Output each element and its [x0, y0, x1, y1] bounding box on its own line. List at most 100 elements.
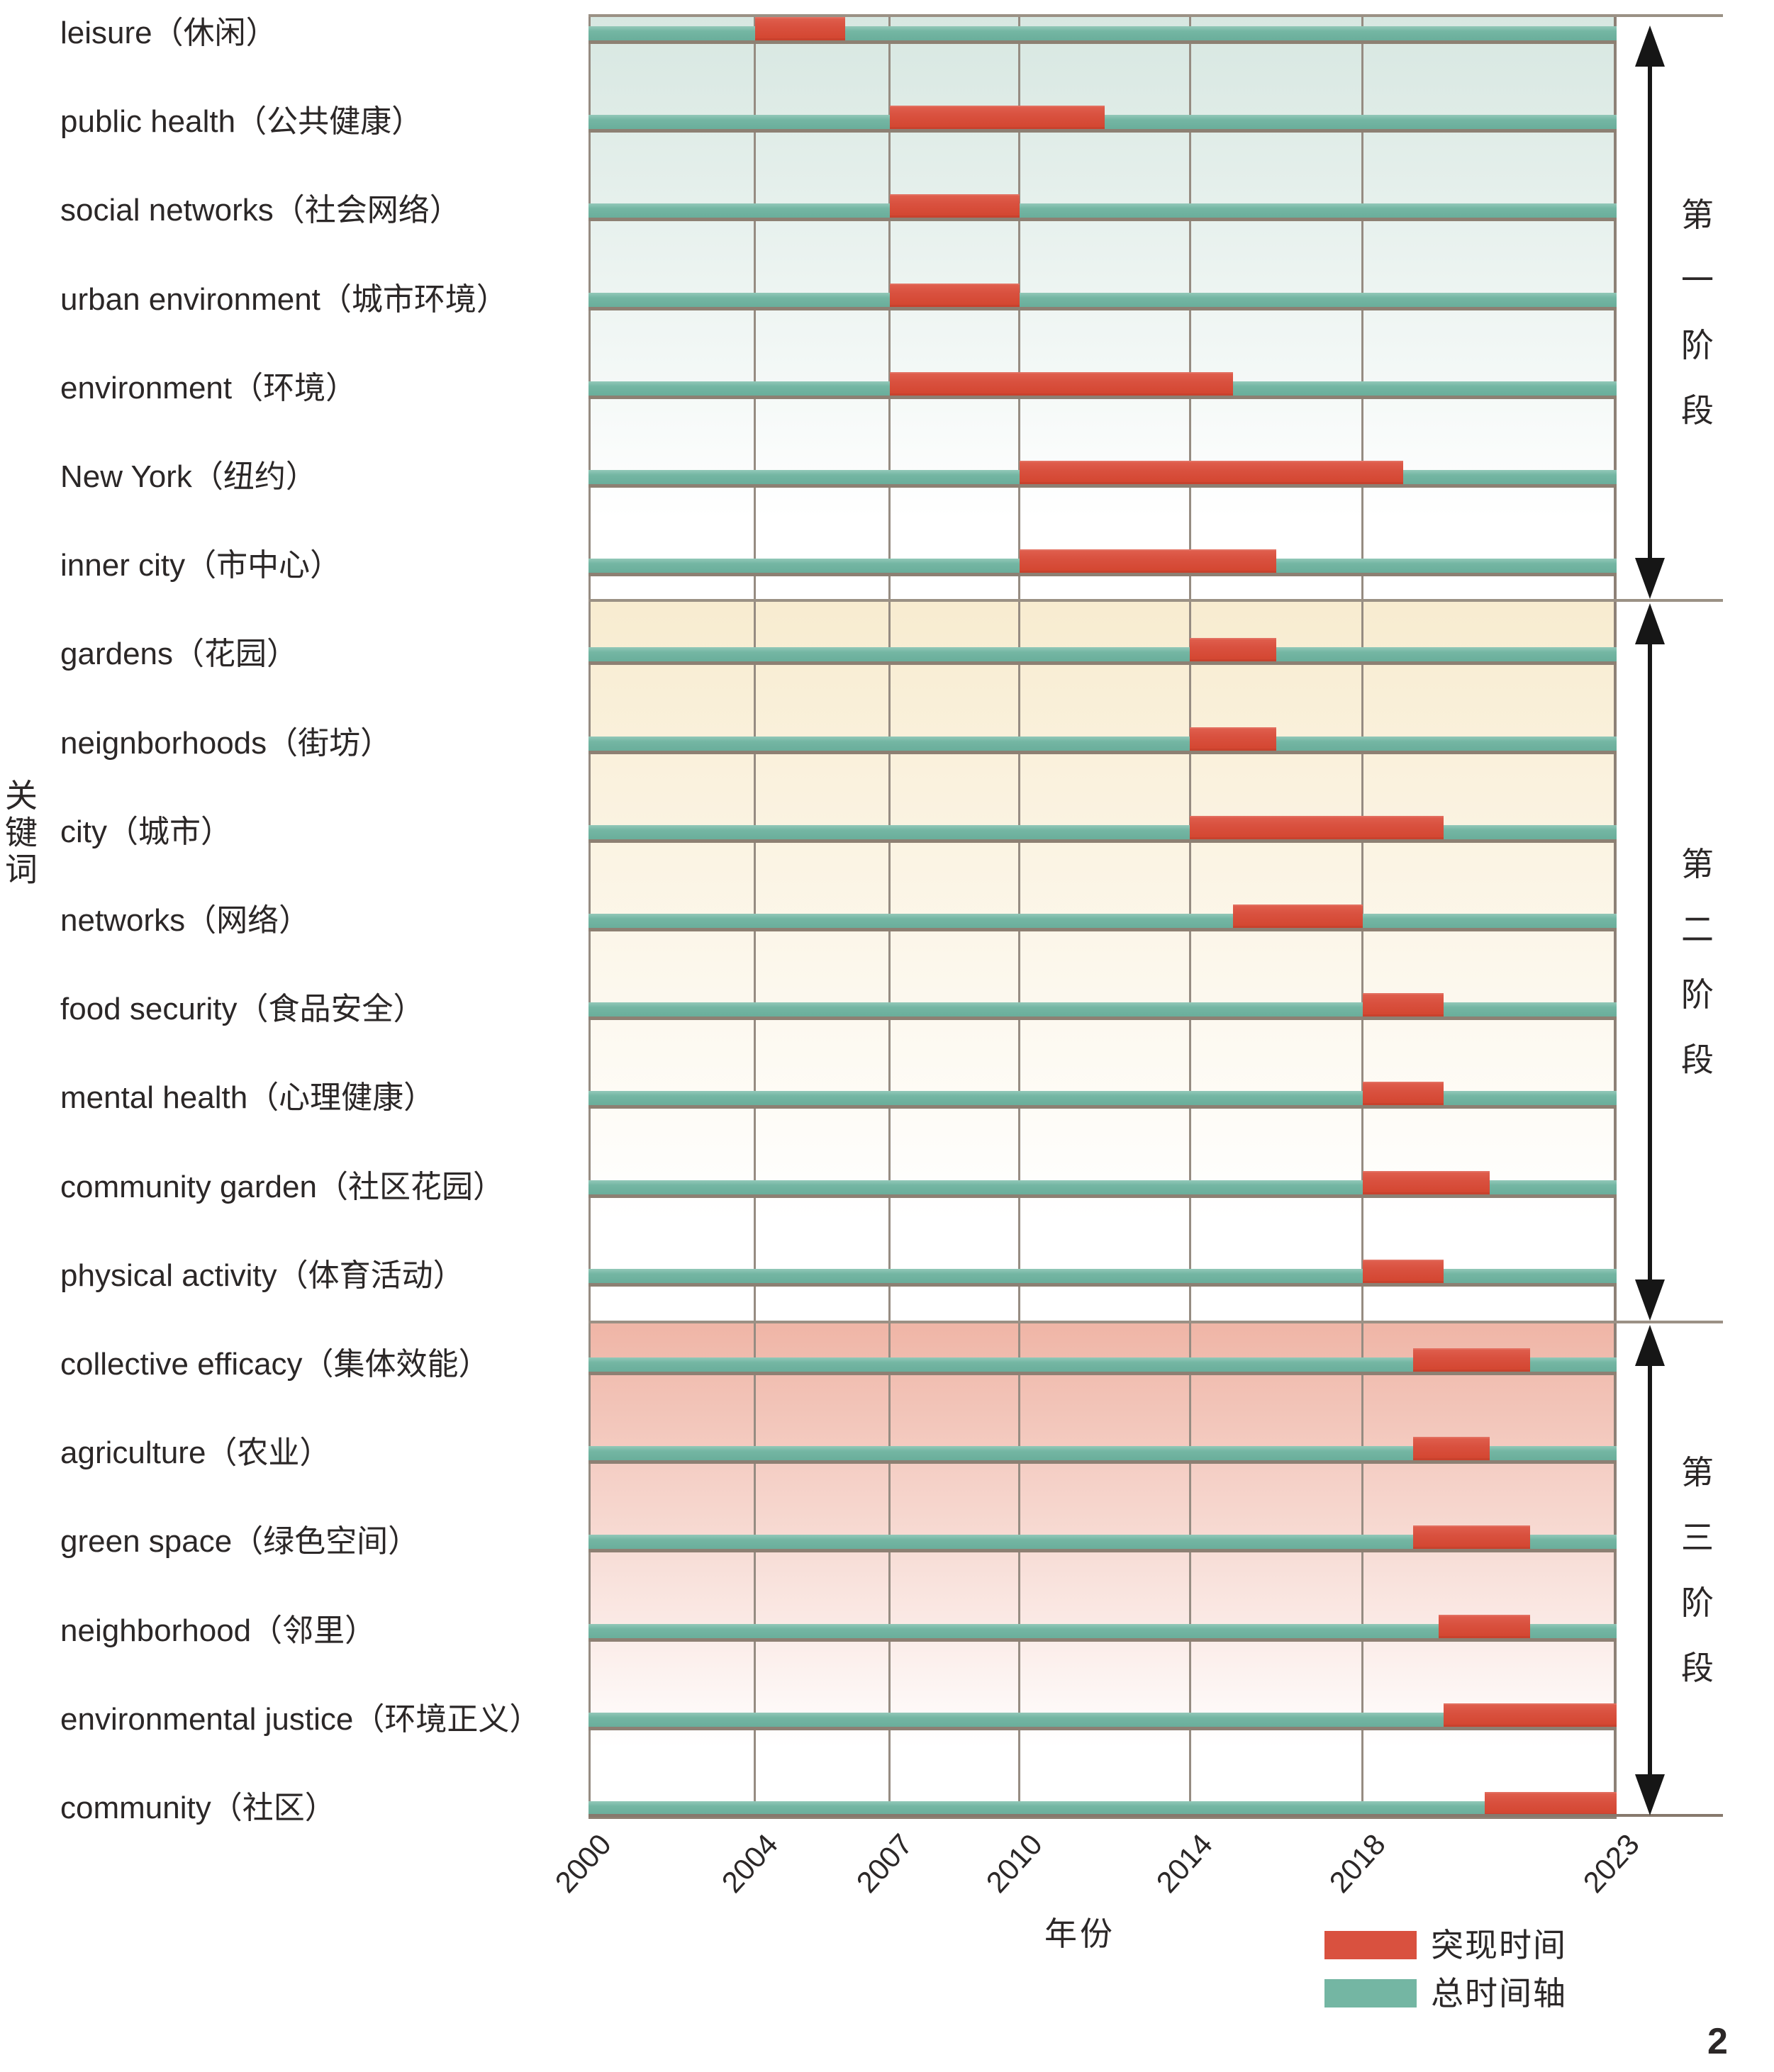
burst-timeline-plot: [588, 16, 1617, 1819]
burst-bar: [1190, 727, 1277, 751]
row-baseline: [588, 1815, 1617, 1819]
row-baseline: [588, 661, 1617, 666]
burst-bar: [1362, 1170, 1490, 1194]
row-baseline: [588, 1282, 1617, 1287]
page-number: 2: [1707, 2021, 1728, 2062]
keyword-label: collective efficacy（集体效能）: [60, 1347, 490, 1382]
burst-bar: [1439, 1614, 1531, 1638]
row-baseline: [588, 484, 1617, 488]
burst-bar: [1019, 549, 1277, 573]
timeline-bar: [588, 1801, 1617, 1815]
row-baseline: [588, 1194, 1617, 1198]
row-baseline: [588, 129, 1617, 133]
keyword-label: agriculture（农业）: [60, 1435, 331, 1471]
timeline-bar: [588, 1446, 1617, 1461]
keyword-label: community garden（社区花园）: [60, 1169, 504, 1204]
burst-bar: [1019, 461, 1404, 484]
phase-band-2: [588, 600, 1617, 1322]
burst-bar: [1190, 815, 1444, 839]
burst-bar: [889, 283, 1020, 307]
timeline-bar: [588, 1002, 1617, 1017]
keyword-label: city（城市）: [60, 814, 232, 849]
row-baseline: [588, 1549, 1617, 1553]
burst-bar: [1484, 1792, 1617, 1815]
timeline-bar: [588, 1357, 1617, 1372]
keyword-label: physical activity（体育活动）: [60, 1258, 464, 1293]
burst-bar: [889, 106, 1105, 130]
phase-label-1: 第 一 阶 段: [1681, 196, 1714, 429]
keyword-label: networks（网络）: [60, 903, 311, 938]
burst-bar: [754, 17, 845, 40]
legend-burst-swatch: [1324, 1931, 1417, 1959]
phase-arrow-up-head-1: [1635, 26, 1665, 67]
keyword-label: green space（绿色空间）: [60, 1524, 420, 1559]
x-tick-label-2018: 2018: [1322, 1827, 1392, 1899]
phase-arrow-line-3: [1648, 1356, 1652, 1784]
phase-arrow-up-head-2: [1635, 603, 1665, 644]
x-tick-label-2014: 2014: [1149, 1827, 1220, 1899]
keyword-label: mental health（心理健康）: [60, 1080, 435, 1116]
burst-bar: [889, 371, 1234, 396]
phase-arrow-up-head-3: [1635, 1325, 1665, 1366]
keyword-label: inner city（市中心）: [60, 548, 342, 583]
phase-boundary-line-1: [588, 599, 1723, 602]
x-tick-label-2007: 2007: [849, 1827, 919, 1899]
keyword-label: New York（纽约）: [60, 459, 317, 494]
row-baseline: [588, 1105, 1617, 1109]
row-baseline: [588, 1017, 1617, 1021]
phase-arrow-down-head-3: [1635, 1774, 1665, 1815]
phase-label-3: 第 三 阶 段: [1681, 1454, 1714, 1686]
phase-band-3: [588, 1322, 1617, 1815]
burst-bar: [1362, 993, 1444, 1017]
timeline-bar: [588, 824, 1617, 839]
timeline-bar: [588, 914, 1617, 928]
legend: 突现时间 总时间轴: [1324, 1928, 1679, 2025]
timeline-bar: [588, 1712, 1617, 1727]
keyword-label: neignborhoods（街坊）: [60, 725, 392, 761]
row-baseline: [588, 573, 1617, 577]
burst-bar: [1413, 1437, 1490, 1461]
timeline-bar: [588, 1091, 1617, 1106]
keyword-label: urban environment（城市环境）: [60, 281, 508, 317]
phase-label-2: 第 二 阶 段: [1681, 846, 1714, 1078]
keyword-label: food security（食品安全）: [60, 992, 425, 1027]
timeline-bar: [588, 1268, 1617, 1283]
burst-bar: [1413, 1348, 1531, 1372]
burst-bar: [1190, 638, 1277, 662]
row-baseline: [588, 1726, 1617, 1730]
burst-bar: [1444, 1703, 1617, 1727]
row-baseline: [588, 218, 1617, 222]
phase-arrow-line-1: [1648, 57, 1652, 568]
phase-arrow-down-head-1: [1635, 558, 1665, 599]
timeline-bar: [588, 292, 1617, 307]
phase-arrow-line-2: [1648, 634, 1652, 1289]
keyword-label: community（社区）: [60, 1791, 336, 1825]
burst-bar: [889, 194, 1020, 218]
keyword-label: environment（环境）: [60, 370, 357, 405]
legend-item-timeline: 总时间轴: [1324, 1976, 1679, 2025]
burst-bar: [1233, 905, 1363, 928]
legend-burst-label: 突现时间: [1431, 1927, 1567, 1964]
row-baseline: [588, 839, 1617, 843]
keyword-label: public health（公共健康）: [60, 104, 423, 140]
timeline-bar: [588, 26, 1617, 40]
phase-arrow-down-head-2: [1635, 1279, 1665, 1321]
x-axis-title: 年份: [1044, 1915, 1115, 1952]
row-baseline: [588, 750, 1617, 754]
x-tick-label-2000: 2000: [548, 1827, 618, 1899]
timeline-bar: [588, 1623, 1617, 1638]
x-axis-line: [588, 1814, 1723, 1817]
plot-top-border: [588, 14, 1723, 17]
timeline-bar: [588, 736, 1617, 751]
legend-timeline-swatch: [1324, 1979, 1417, 2007]
phase-boundary-line-2: [588, 1321, 1723, 1323]
keyword-label: neighborhood（邻里）: [60, 1613, 376, 1648]
burst-bar: [1362, 1259, 1444, 1283]
row-baseline: [588, 1372, 1617, 1375]
timeline-bar: [588, 1180, 1617, 1194]
x-tick-label-2004: 2004: [715, 1827, 784, 1899]
row-baseline: [588, 1637, 1617, 1642]
legend-timeline-label: 总时间轴: [1431, 1975, 1567, 2012]
x-tick-label-2023: 2023: [1576, 1827, 1646, 1899]
